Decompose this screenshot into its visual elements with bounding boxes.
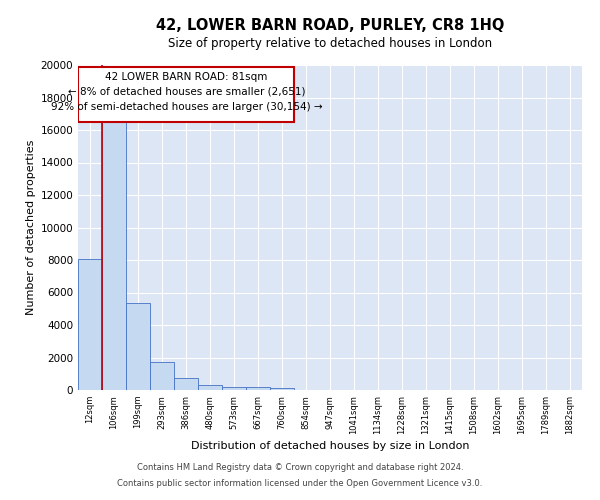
Bar <box>222 386 246 390</box>
Text: Contains HM Land Registry data © Crown copyright and database right 2024.: Contains HM Land Registry data © Crown c… <box>137 464 463 472</box>
Text: Size of property relative to detached houses in London: Size of property relative to detached ho… <box>168 38 492 51</box>
Bar <box>102 120 126 390</box>
Text: 42, LOWER BARN ROAD, PURLEY, CR8 1HQ: 42, LOWER BARN ROAD, PURLEY, CR8 1HQ <box>156 18 504 32</box>
Bar <box>246 387 270 390</box>
X-axis label: Distribution of detached houses by size in London: Distribution of detached houses by size … <box>191 441 469 451</box>
Bar <box>78 259 102 390</box>
Text: 92% of semi-detached houses are larger (30,154) →: 92% of semi-detached houses are larger (… <box>50 102 322 113</box>
Bar <box>126 303 150 390</box>
Text: Contains public sector information licensed under the Open Government Licence v3: Contains public sector information licen… <box>118 478 482 488</box>
Text: 42 LOWER BARN ROAD: 81sqm: 42 LOWER BARN ROAD: 81sqm <box>105 72 268 82</box>
FancyBboxPatch shape <box>79 66 295 122</box>
Y-axis label: Number of detached properties: Number of detached properties <box>26 140 36 315</box>
Bar <box>174 378 198 390</box>
Bar <box>198 384 222 390</box>
Text: ← 8% of detached houses are smaller (2,651): ← 8% of detached houses are smaller (2,6… <box>68 86 305 96</box>
Bar <box>270 388 294 390</box>
Bar <box>150 362 174 390</box>
